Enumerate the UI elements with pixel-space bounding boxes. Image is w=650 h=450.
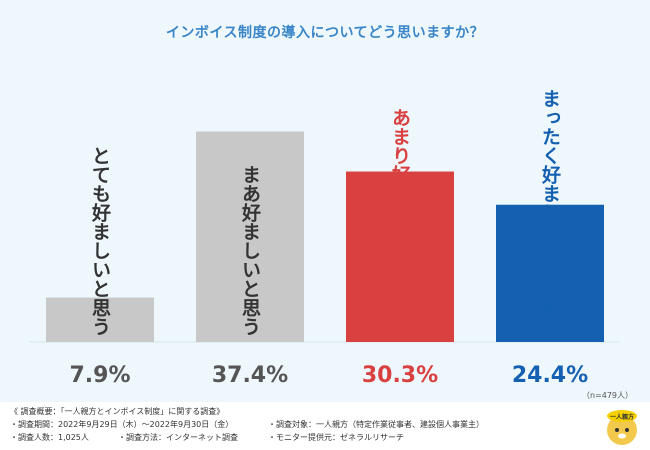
category-label-0: とても好ましいと思う (89, 146, 112, 336)
survey-count: ・調査人数：1,025人 (10, 433, 89, 442)
value-label-3: 24.4% (512, 363, 588, 388)
bar-3 (496, 204, 604, 342)
value-label-0: 7.9% (69, 363, 130, 388)
monitor-provider: ・モニター提供元：ゼネラルリサーチ (268, 433, 404, 442)
bar-0 (46, 297, 154, 342)
bar-1 (196, 131, 304, 342)
mascot-logo-icon: 一人親方 (607, 410, 637, 445)
survey-method: ・調査方法：インターネット調査 (118, 433, 238, 442)
logo-text: 一人親方 (610, 413, 634, 421)
survey-period: ・調査期間：2022年9月29日（木）〜2022年9月30日（金） (10, 420, 234, 429)
bar-2 (346, 171, 454, 342)
category-label-3: まったく好ましくないと思う (539, 89, 562, 336)
value-label-2: 30.3% (362, 363, 438, 388)
category-label-1: まあ好ましいと思う (239, 165, 262, 336)
survey-name: 《 調査概要：「一人親方とインボイス制度」に関する調査》 (10, 407, 225, 416)
survey-target: ・調査対象：一人親方（特定作業従事者、建設個人事業主） (268, 420, 484, 429)
sample-size: （n=479人） (581, 391, 633, 400)
chart-title: インボイス制度の導入についてどう思いますか？ (165, 25, 485, 41)
value-label-1: 37.4% (212, 363, 288, 388)
bar-chart: とても好ましいと思う 7.9% まあ好ましいと思う 37.4% あまり好ましくないと思う… (30, 89, 620, 388)
category-label-2: あまり好ましくないと思う (389, 108, 412, 336)
survey-footer: 《 調査概要：「一人親方とインボイス制度」に関する調査》 ・調査期間：2022年… (0, 402, 650, 450)
